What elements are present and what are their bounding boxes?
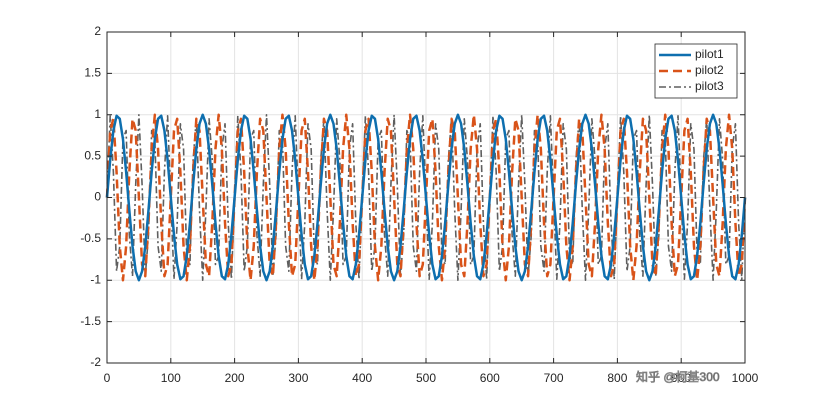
x-tick-label: 1000 xyxy=(732,371,759,385)
series-line xyxy=(105,113,747,282)
y-tick-label: 0.5 xyxy=(84,148,101,162)
x-tick-label: 200 xyxy=(225,371,245,385)
y-tick-label: 0 xyxy=(94,190,101,204)
x-tick-label: 700 xyxy=(544,371,564,385)
watermark: 知乎 @柯基300 xyxy=(636,370,720,384)
y-tick-label: -1 xyxy=(90,272,101,286)
y-tick-label: -2 xyxy=(90,355,101,369)
x-tick-label: 0 xyxy=(104,371,111,385)
legend-label: pilot3 xyxy=(695,79,724,93)
x-tick-label: 300 xyxy=(288,371,308,385)
legend-label: pilot1 xyxy=(695,47,724,61)
y-tick-label: 2 xyxy=(94,24,101,38)
y-tick-label: 1.5 xyxy=(84,66,101,80)
x-tick-label: 600 xyxy=(480,371,500,385)
x-tick-label: 400 xyxy=(352,371,372,385)
x-tick-label: 100 xyxy=(161,371,181,385)
x-tick-label: 900 xyxy=(671,371,691,385)
x-tick-label: 500 xyxy=(416,371,436,385)
legend-label: pilot2 xyxy=(695,63,724,77)
y-tick-label: 1 xyxy=(94,107,101,121)
legend: pilot1 pilot2 pilot3 xyxy=(654,43,738,99)
y-tick-label: -1.5 xyxy=(80,314,101,328)
y-tick-label: -0.5 xyxy=(80,231,101,245)
legend-box xyxy=(654,43,738,99)
x-tick-label: 800 xyxy=(607,371,627,385)
